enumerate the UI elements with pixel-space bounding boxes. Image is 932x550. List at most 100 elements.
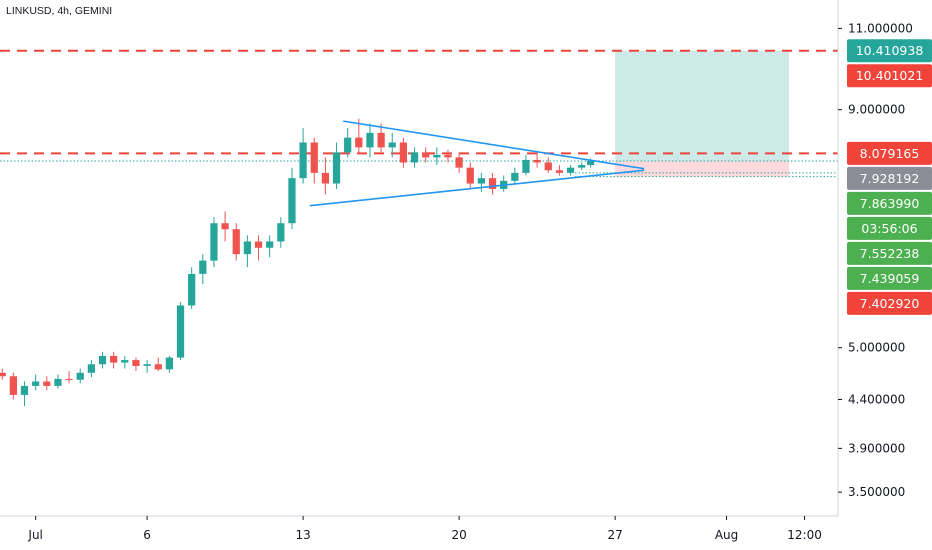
candle-body xyxy=(98,355,107,365)
time-axis[interactable]: Jul 6 13 20 27 Aug 12:00 xyxy=(27,516,822,542)
candle-body xyxy=(32,381,40,386)
candle-body xyxy=(586,160,595,166)
candle xyxy=(165,355,174,373)
candle xyxy=(288,167,296,230)
candle-body xyxy=(288,178,296,224)
price-label: 8.079165 xyxy=(847,141,932,165)
candle-body xyxy=(388,142,396,148)
candle-body xyxy=(433,154,441,158)
candle xyxy=(54,374,62,389)
candle-body xyxy=(76,372,84,380)
price-label-bg xyxy=(847,241,932,265)
candle xyxy=(377,123,385,153)
price-label: 10.410938 xyxy=(847,39,932,63)
price-label-bg xyxy=(847,191,932,215)
candle-body xyxy=(277,223,285,242)
candle xyxy=(76,368,84,384)
candle-body xyxy=(176,305,185,358)
trendline-upper xyxy=(343,120,645,170)
candle-body xyxy=(165,357,174,370)
candle xyxy=(555,165,564,176)
candle-body xyxy=(366,132,374,148)
candle xyxy=(455,152,463,173)
xtick-label: 13 xyxy=(295,528,310,542)
candle xyxy=(143,360,151,373)
candle-body xyxy=(422,152,430,158)
price-axis[interactable]: 11.000000 9.000000 5.000000 4.400000 3.90000… xyxy=(838,21,913,499)
candle-body xyxy=(344,137,352,153)
candle-body xyxy=(199,260,207,274)
candle xyxy=(110,351,118,369)
resistance-lines xyxy=(0,49,838,155)
candle-body xyxy=(578,165,586,168)
candle-body xyxy=(154,364,162,370)
candle-body xyxy=(121,360,129,363)
candle xyxy=(9,372,17,400)
price-label-bg xyxy=(847,64,932,88)
candle xyxy=(433,147,441,166)
price-label-text: 7.552238 xyxy=(860,246,920,261)
candle-body xyxy=(87,364,95,373)
candle-body xyxy=(0,372,6,377)
candle xyxy=(566,165,575,176)
price-label: 7.552238 xyxy=(847,241,932,265)
price-label-text: 10.410938 xyxy=(856,43,924,58)
candle-body xyxy=(555,170,564,173)
price-label-text: 7.402920 xyxy=(860,296,920,311)
ytick-label: 3.900000 xyxy=(848,441,905,455)
target-zone xyxy=(615,50,789,162)
price-label: 7.439059 xyxy=(847,266,932,290)
price-label-text: 7.863990 xyxy=(860,196,920,211)
candle xyxy=(488,172,497,195)
candlestick-series xyxy=(0,118,595,406)
candle-body xyxy=(20,385,29,395)
candle-body xyxy=(477,178,486,184)
price-label: 7.928192 xyxy=(847,166,932,190)
candle-body xyxy=(266,241,274,248)
trendline-lower xyxy=(309,169,645,207)
candle xyxy=(422,147,430,163)
candle xyxy=(221,211,229,242)
candle xyxy=(132,357,140,372)
candle xyxy=(232,223,240,261)
price-label-text: 10.401021 xyxy=(856,68,924,83)
candle-body xyxy=(188,273,196,306)
price-labels: 10.410938 10.401021 8.079165 7.928192 7.8639… xyxy=(847,39,932,315)
candle xyxy=(544,157,552,173)
candle-body xyxy=(299,142,307,179)
candle xyxy=(299,128,307,184)
xtick-label: 27 xyxy=(607,528,622,542)
candle xyxy=(321,157,330,195)
price-label: 7.402920 xyxy=(847,291,932,315)
candle-body xyxy=(110,355,118,363)
candle xyxy=(266,235,274,258)
price-label-bg xyxy=(847,216,932,240)
candle xyxy=(210,217,218,268)
price-label-bg xyxy=(847,266,932,290)
candle-body xyxy=(332,152,341,184)
candle xyxy=(254,235,263,261)
candle-body xyxy=(488,178,497,189)
candle xyxy=(98,351,107,369)
candle xyxy=(243,235,252,268)
candle-body xyxy=(511,172,519,181)
chart-title: LINKUSD, 4h, GEMINI xyxy=(6,5,113,17)
candle xyxy=(65,371,73,384)
ytick-label: 3.500000 xyxy=(848,485,905,499)
price-label: 7.863990 xyxy=(847,191,932,215)
candle xyxy=(355,118,363,153)
candle xyxy=(121,355,129,369)
price-label: 03:56:06 xyxy=(847,216,932,240)
ytick-label: 11.000000 xyxy=(848,21,913,35)
candle-body xyxy=(310,142,318,173)
candle xyxy=(578,162,586,171)
triangle-trendlines xyxy=(309,120,645,207)
candle xyxy=(43,376,51,391)
candle-body xyxy=(43,381,51,386)
candle-body xyxy=(143,364,151,366)
candle xyxy=(511,167,519,184)
candle xyxy=(344,128,352,158)
candle xyxy=(176,301,185,361)
candle xyxy=(533,152,541,168)
